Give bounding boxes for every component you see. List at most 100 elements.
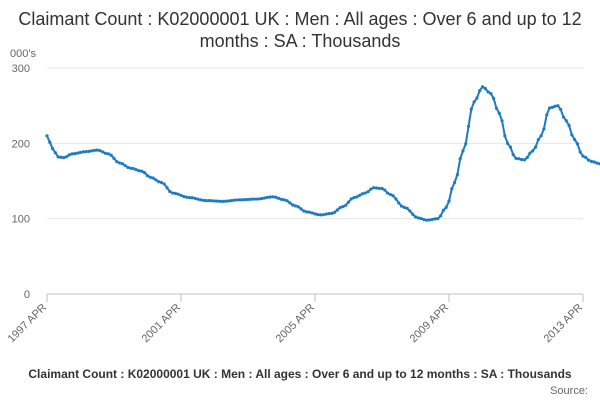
data-point[interactable]: [288, 201, 292, 205]
data-point[interactable]: [101, 150, 105, 154]
data-point[interactable]: [154, 178, 158, 182]
data-point[interactable]: [478, 89, 482, 93]
data-point[interactable]: [402, 205, 406, 209]
data-point[interactable]: [307, 210, 312, 214]
data-point[interactable]: [165, 186, 169, 190]
data-point[interactable]: [469, 107, 473, 111]
data-point[interactable]: [235, 198, 239, 202]
data-point[interactable]: [575, 142, 580, 146]
data-point[interactable]: [358, 193, 362, 197]
data-point[interactable]: [374, 186, 379, 190]
data-point[interactable]: [190, 196, 194, 200]
data-point[interactable]: [296, 205, 300, 209]
data-point[interactable]: [595, 161, 599, 165]
data-point[interactable]: [411, 212, 415, 216]
data-point[interactable]: [584, 155, 588, 160]
data-point[interactable]: [204, 198, 208, 203]
data-point[interactable]: [455, 173, 459, 177]
data-point[interactable]: [260, 196, 264, 201]
data-point[interactable]: [302, 209, 306, 213]
data-point[interactable]: [556, 104, 560, 108]
data-point[interactable]: [514, 156, 518, 160]
data-point[interactable]: [98, 149, 102, 153]
data-point[interactable]: [238, 198, 242, 202]
data-point[interactable]: [335, 208, 339, 212]
data-point[interactable]: [299, 207, 303, 211]
data-point[interactable]: [441, 208, 446, 212]
data-point[interactable]: [550, 105, 554, 109]
data-point[interactable]: [293, 204, 298, 208]
data-point[interactable]: [76, 151, 80, 155]
data-point[interactable]: [570, 133, 574, 137]
data-point[interactable]: [539, 134, 543, 138]
data-point[interactable]: [207, 199, 211, 203]
data-point[interactable]: [464, 142, 468, 146]
data-point[interactable]: [553, 104, 557, 108]
data-point[interactable]: [589, 159, 593, 164]
data-point[interactable]: [447, 199, 451, 203]
data-point[interactable]: [173, 191, 178, 195]
data-point[interactable]: [472, 100, 476, 104]
data-point[interactable]: [109, 153, 113, 157]
data-point[interactable]: [81, 150, 85, 154]
data-point[interactable]: [533, 145, 538, 149]
data-point[interactable]: [313, 212, 317, 216]
data-point[interactable]: [145, 174, 150, 178]
data-point[interactable]: [62, 156, 66, 160]
data-point[interactable]: [277, 196, 281, 200]
data-point[interactable]: [436, 217, 440, 221]
data-point[interactable]: [511, 153, 515, 157]
data-point[interactable]: [592, 160, 596, 164]
data-point[interactable]: [176, 192, 180, 196]
data-point[interactable]: [162, 182, 166, 186]
data-point[interactable]: [528, 151, 532, 155]
data-point[interactable]: [458, 157, 462, 161]
data-point[interactable]: [305, 210, 309, 214]
data-point[interactable]: [385, 191, 390, 195]
data-point[interactable]: [70, 152, 74, 156]
data-point[interactable]: [450, 187, 454, 191]
data-point[interactable]: [48, 140, 52, 144]
data-point[interactable]: [168, 189, 172, 194]
data-point[interactable]: [372, 186, 376, 190]
data-point[interactable]: [489, 92, 493, 96]
data-point[interactable]: [95, 148, 99, 152]
data-point[interactable]: [92, 148, 97, 152]
data-point[interactable]: [268, 195, 272, 199]
data-point[interactable]: [508, 145, 513, 149]
data-point[interactable]: [338, 206, 342, 210]
data-point[interactable]: [397, 201, 401, 205]
data-point[interactable]: [316, 213, 320, 217]
data-point[interactable]: [226, 199, 231, 203]
data-point[interactable]: [522, 158, 526, 162]
data-point[interactable]: [419, 216, 423, 221]
data-point[interactable]: [466, 124, 471, 128]
data-point[interactable]: [78, 150, 83, 154]
data-point[interactable]: [425, 218, 429, 222]
data-point[interactable]: [355, 195, 359, 199]
data-point[interactable]: [171, 191, 175, 195]
data-point[interactable]: [257, 197, 261, 201]
data-point[interactable]: [480, 85, 485, 89]
chart-credit[interactable]: Source:: [550, 385, 588, 397]
data-point[interactable]: [64, 155, 69, 159]
data-point[interactable]: [157, 180, 161, 184]
data-point[interactable]: [198, 198, 203, 202]
data-point[interactable]: [360, 192, 365, 196]
data-point[interactable]: [542, 127, 546, 131]
data-point[interactable]: [519, 157, 524, 162]
data-point[interactable]: [59, 155, 63, 159]
data-point[interactable]: [377, 186, 381, 190]
data-point[interactable]: [344, 203, 348, 207]
data-point[interactable]: [483, 86, 487, 91]
data-point[interactable]: [215, 199, 219, 203]
data-point[interactable]: [224, 199, 228, 203]
data-point[interactable]: [249, 197, 253, 201]
data-point[interactable]: [559, 107, 563, 112]
data-point[interactable]: [430, 217, 434, 222]
data-point[interactable]: [330, 211, 334, 215]
data-point[interactable]: [45, 134, 49, 138]
data-point[interactable]: [573, 137, 577, 142]
data-point[interactable]: [366, 190, 370, 194]
data-point[interactable]: [341, 205, 345, 209]
